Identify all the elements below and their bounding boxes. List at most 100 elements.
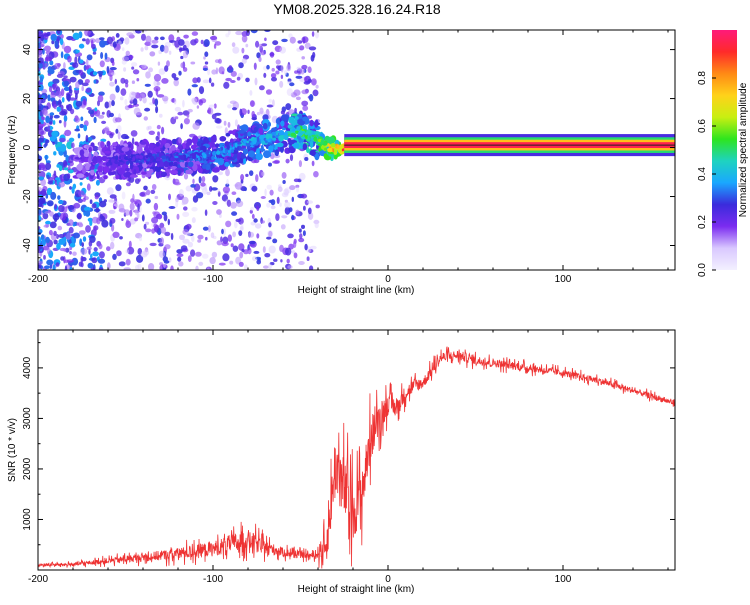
noise-blob (87, 262, 94, 269)
ridge-blob (267, 122, 271, 127)
noise-blob (183, 118, 190, 125)
noise-blob (118, 261, 126, 267)
ridge-blob (148, 168, 154, 174)
noise-blob (58, 205, 65, 213)
noise-blob (68, 219, 74, 227)
noise-blob (88, 248, 91, 255)
noise-blob (114, 196, 118, 204)
noise-blob (260, 196, 266, 199)
noise-blob (38, 137, 44, 143)
noise-blob (266, 64, 270, 70)
ridge-core-blob (271, 131, 277, 136)
noise-blob (56, 73, 64, 78)
noise-blob (191, 31, 199, 36)
noise-blob (95, 38, 101, 44)
noise-blob (198, 261, 204, 266)
noise-blob (157, 214, 163, 220)
noise-blob (144, 45, 149, 51)
noise-blob (80, 255, 84, 263)
ridge-core-blob (269, 137, 272, 142)
noise-blob (159, 44, 165, 52)
noise-blob (53, 114, 60, 119)
noise-blob (304, 42, 311, 49)
ridge-blob (178, 137, 182, 144)
noise-blob (228, 65, 233, 71)
noise-blob (44, 62, 49, 68)
ridge-core-blob (227, 150, 231, 153)
noise-blob (63, 86, 71, 91)
noise-blob (255, 174, 259, 183)
noise-blob (69, 178, 73, 183)
noise-blob (279, 80, 284, 88)
noise-blob (45, 139, 50, 144)
snr-ylabel: SNR (10 * v/v) (7, 418, 18, 482)
noise-blob (132, 98, 138, 106)
ridge-blob (247, 150, 255, 158)
ridge-core-blob (216, 150, 221, 155)
ridge-core-blob (166, 155, 169, 159)
noise-blob (136, 254, 144, 263)
ridge-blob (123, 171, 131, 178)
noise-blob (223, 81, 230, 89)
noise-blob (291, 196, 294, 202)
snr-ticks: -200 -100 0 100 1000 2000 3000 4000 (22, 330, 675, 585)
noise-blob (283, 188, 290, 196)
noise-blob (216, 240, 222, 246)
noise-blob (41, 94, 46, 100)
noise-blob (267, 263, 272, 270)
noise-blob (315, 84, 319, 89)
noise-blob (311, 31, 315, 37)
noise-blob (100, 52, 104, 59)
noise-blob (218, 262, 226, 266)
noise-blob (131, 62, 138, 67)
noise-blob (139, 94, 143, 102)
noise-blob (49, 112, 55, 116)
noise-blob (106, 246, 111, 252)
noise-blob (238, 62, 244, 69)
ridge-blob (148, 142, 154, 151)
noise-blob (187, 108, 193, 113)
noise-blob (54, 203, 58, 210)
ridge-blob (302, 143, 308, 151)
ridge-core-blob (150, 155, 155, 161)
noise-blob (141, 33, 146, 41)
ridge-blob (140, 141, 147, 145)
ridge-core-blob (226, 144, 230, 150)
noise-blob (78, 230, 86, 235)
noise-blob (45, 160, 51, 164)
noise-blob (115, 85, 120, 93)
noise-blob (69, 76, 77, 83)
noise-blob (308, 249, 314, 253)
noise-blob (82, 98, 87, 106)
noise-blob (112, 231, 120, 238)
noise-blob (67, 166, 71, 170)
noise-blob (47, 248, 51, 255)
noise-blob (56, 164, 61, 168)
noise-blob (174, 106, 182, 112)
noise-blob (257, 258, 261, 262)
noise-blob (183, 173, 189, 180)
noise-blob (263, 72, 267, 78)
ridge-core-blob (234, 142, 238, 148)
noise-blob (269, 189, 274, 196)
noise-blob (298, 261, 305, 265)
noise-blob (72, 62, 79, 69)
noise-blob (79, 123, 84, 129)
noise-blob (38, 245, 43, 251)
noise-blob (109, 93, 116, 102)
noise-blob (127, 104, 135, 109)
noise-blob (280, 224, 286, 230)
ridge-blob (302, 116, 309, 122)
ridge-core-blob (161, 155, 167, 160)
noise-blob (58, 137, 66, 143)
noise-blob (191, 97, 198, 103)
noise-blob (185, 223, 192, 230)
noise-blob (108, 199, 115, 203)
noise-blob (176, 249, 183, 254)
ridge-core-blob (145, 155, 149, 159)
noise-blob (147, 125, 152, 130)
noise-blob (39, 76, 44, 83)
ridge-core-blob (169, 153, 173, 159)
noise-blob (247, 109, 250, 115)
